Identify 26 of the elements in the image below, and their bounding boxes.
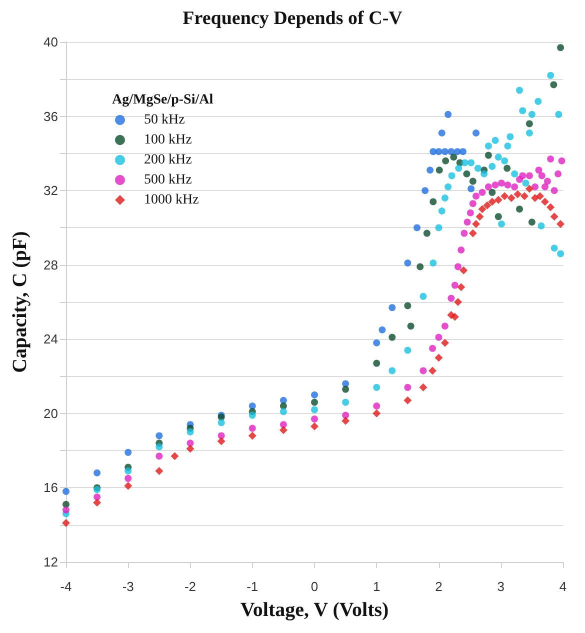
x-tick-label: -1	[246, 579, 258, 594]
x-tick-label: -2	[184, 579, 196, 594]
y-tick-label: 36	[44, 108, 58, 124]
legend-label: 50 kHz	[144, 112, 185, 128]
legend-label: 500 kHz	[144, 172, 192, 188]
x-tick-label: 4	[559, 579, 567, 594]
y-tick-label: 32	[44, 183, 58, 198]
legend-label: 100 kHz	[144, 132, 192, 148]
x-tick-label: 0	[310, 579, 318, 594]
y-tick-label: 40	[44, 34, 58, 50]
legend-title: Ag/MgSe/p-Si/Al	[112, 92, 214, 108]
x-tick-label: 2	[435, 579, 442, 594]
y-tick-label: 20	[44, 406, 58, 421]
x-tick-label: 3	[497, 579, 504, 594]
x-tick-label: 1	[373, 579, 380, 594]
x-tick-label: -4	[60, 579, 72, 594]
legend-label: 200 kHz	[144, 152, 192, 168]
x-tick-label: -3	[122, 579, 134, 594]
x-axis-title: Voltage, V (Volts)	[240, 599, 389, 621]
y-tick-label: 28	[44, 257, 58, 272]
chart-title: Frequency Depends of C-V	[182, 8, 403, 29]
y-tick-label: 16	[44, 480, 58, 496]
y-tick-label: 24	[44, 332, 58, 347]
y-tick-label: 12	[44, 554, 58, 570]
y-axis-title: Capacity, C (pF)	[9, 231, 31, 373]
legend-label: 1000 kHz	[144, 192, 199, 208]
